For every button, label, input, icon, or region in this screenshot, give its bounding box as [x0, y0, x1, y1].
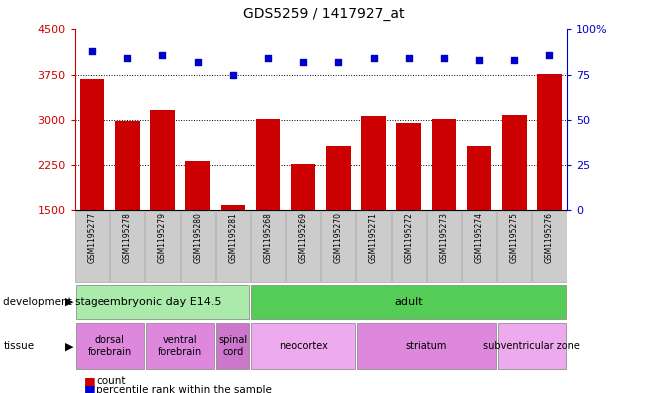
Point	[509, 57, 520, 63]
Bar	[427, 211, 461, 282]
Bar	[115, 121, 139, 210]
Text: ventral
forebrain: ventral forebrain	[158, 336, 202, 357]
Bar	[537, 74, 562, 210]
Point	[404, 55, 414, 62]
Point	[157, 51, 168, 58]
Text: GSM1195275: GSM1195275	[510, 213, 519, 263]
Point	[298, 59, 308, 65]
Bar	[467, 146, 491, 210]
Bar	[80, 79, 104, 210]
Text: GSM1195270: GSM1195270	[334, 213, 343, 263]
Text: GSM1195272: GSM1195272	[404, 213, 413, 263]
Text: GSM1195276: GSM1195276	[545, 213, 554, 263]
Text: adult: adult	[395, 297, 423, 307]
Bar	[110, 211, 145, 282]
Text: GSM1195281: GSM1195281	[228, 213, 237, 263]
Text: ▶: ▶	[65, 297, 74, 307]
Bar	[502, 115, 527, 210]
Text: count: count	[96, 376, 126, 386]
Bar	[286, 211, 320, 282]
Point	[368, 55, 378, 62]
Bar	[357, 323, 496, 369]
Bar	[321, 211, 356, 282]
Text: spinal
cord: spinal cord	[218, 336, 248, 357]
Text: GSM1195278: GSM1195278	[122, 213, 132, 263]
Text: subventricular zone: subventricular zone	[483, 341, 580, 351]
Bar	[145, 211, 179, 282]
Text: GDS5259 / 1417927_at: GDS5259 / 1417927_at	[243, 7, 405, 21]
Bar	[251, 285, 566, 319]
Bar	[256, 119, 281, 210]
Bar	[76, 323, 144, 369]
Bar	[251, 323, 355, 369]
Point	[544, 51, 555, 58]
Bar	[75, 211, 110, 282]
Bar	[216, 323, 249, 369]
Text: GSM1195269: GSM1195269	[299, 213, 308, 263]
Text: percentile rank within the sample: percentile rank within the sample	[96, 385, 272, 393]
Text: embryonic day E14.5: embryonic day E14.5	[103, 297, 222, 307]
Bar	[150, 110, 175, 210]
Text: GSM1195273: GSM1195273	[439, 213, 448, 263]
Point	[474, 57, 484, 63]
Text: dorsal
forebrain: dorsal forebrain	[87, 336, 132, 357]
Text: ■: ■	[84, 383, 96, 393]
Bar	[532, 211, 566, 282]
Text: ■: ■	[84, 375, 96, 388]
Text: GSM1195274: GSM1195274	[474, 213, 483, 263]
Point	[263, 55, 273, 62]
Point	[333, 59, 343, 65]
Point	[122, 55, 132, 62]
Text: GSM1195271: GSM1195271	[369, 213, 378, 263]
Bar	[498, 323, 566, 369]
Bar	[326, 146, 351, 210]
Bar	[462, 211, 496, 282]
Text: GSM1195280: GSM1195280	[193, 213, 202, 263]
Text: development stage: development stage	[3, 297, 104, 307]
Text: GSM1195268: GSM1195268	[264, 213, 273, 263]
Bar	[146, 323, 214, 369]
Bar	[497, 211, 531, 282]
Text: neocortex: neocortex	[279, 341, 328, 351]
Point	[87, 48, 97, 54]
Text: tissue: tissue	[3, 341, 34, 351]
Text: GSM1195277: GSM1195277	[87, 213, 97, 263]
Bar	[397, 123, 421, 210]
Bar	[291, 164, 316, 210]
Bar	[181, 211, 214, 282]
Bar	[251, 211, 285, 282]
Bar	[216, 211, 250, 282]
Bar	[220, 206, 245, 210]
Text: GSM1195279: GSM1195279	[158, 213, 167, 263]
Bar	[76, 285, 249, 319]
Bar	[361, 116, 386, 210]
Bar	[356, 211, 391, 282]
Point	[192, 59, 203, 65]
Point	[227, 72, 238, 78]
Bar	[391, 211, 426, 282]
Point	[439, 55, 449, 62]
Bar	[185, 161, 210, 210]
Text: striatum: striatum	[406, 341, 447, 351]
Text: ▶: ▶	[65, 341, 74, 351]
Bar	[432, 119, 456, 210]
